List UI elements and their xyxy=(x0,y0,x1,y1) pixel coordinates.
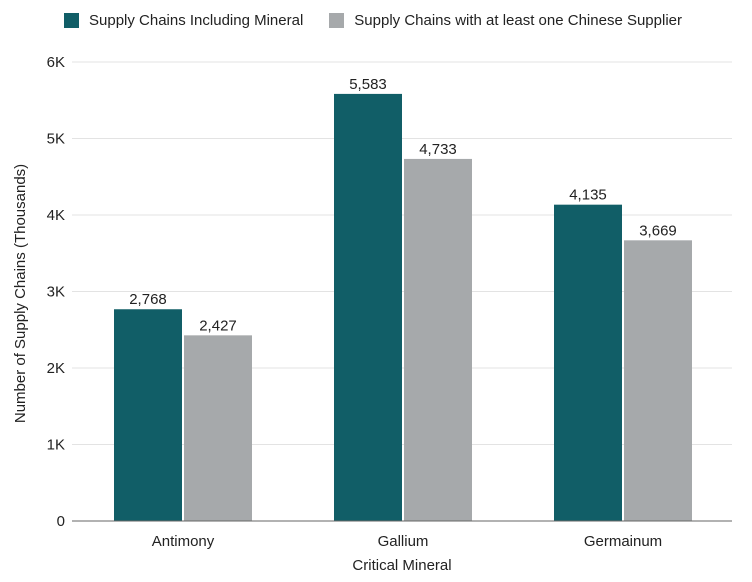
bar-value-label: 5,583 xyxy=(349,76,387,93)
legend-label-series-1: Supply Chains Including Mineral xyxy=(89,12,304,29)
bar-germainum-series-1 xyxy=(554,204,622,522)
legend-item-series-2: Supply Chains with at least one Chinese … xyxy=(329,12,682,29)
bar-antimony-series-1 xyxy=(114,309,182,521)
x-tick-label: Gallium xyxy=(378,533,429,550)
bar-value-label: 2,768 xyxy=(129,291,167,308)
y-tick-label: 4K xyxy=(47,207,65,224)
bar-value-label: 4,733 xyxy=(419,141,457,158)
y-tick-label: 5K xyxy=(47,131,65,148)
bar-gallium-series-2 xyxy=(404,158,472,521)
y-tick-label: 3K xyxy=(47,284,65,301)
legend-swatch-series-2 xyxy=(329,13,345,28)
bar-antimony-series-2 xyxy=(184,335,252,521)
x-axis-ticks: Antimony Gallium Germainum xyxy=(152,533,662,550)
bar-value-label: 3,669 xyxy=(639,222,677,239)
y-tick-label: 6K xyxy=(47,54,65,71)
bar-value-labels: 2,768 2,427 5,583 4,733 4,135 3,669 xyxy=(129,76,677,334)
legend-swatch-series-1 xyxy=(64,13,79,28)
y-tick-label: 0 xyxy=(57,513,65,530)
legend-label-series-2: Supply Chains with at least one Chinese … xyxy=(354,12,682,29)
bar-germainum-series-2 xyxy=(624,240,692,521)
legend: Supply Chains Including Mineral Supply C… xyxy=(64,12,708,29)
x-axis-title: Critical Mineral xyxy=(352,557,451,574)
y-tick-label: 1K xyxy=(47,437,65,454)
bar-value-label: 2,427 xyxy=(199,317,237,334)
y-axis-ticks: 0 1K 2K 3K 4K 5K 6K xyxy=(47,54,65,530)
y-tick-label: 2K xyxy=(47,360,65,377)
y-axis-title: Number of Supply Chains (Thousands) xyxy=(12,164,29,423)
x-tick-label: Antimony xyxy=(152,533,215,550)
bar-gallium-series-1 xyxy=(334,93,402,521)
legend-item-series-1: Supply Chains Including Mineral xyxy=(64,12,303,29)
x-tick-label: Germainum xyxy=(584,533,662,550)
bar-value-label: 4,135 xyxy=(569,187,607,204)
bars xyxy=(114,93,692,522)
